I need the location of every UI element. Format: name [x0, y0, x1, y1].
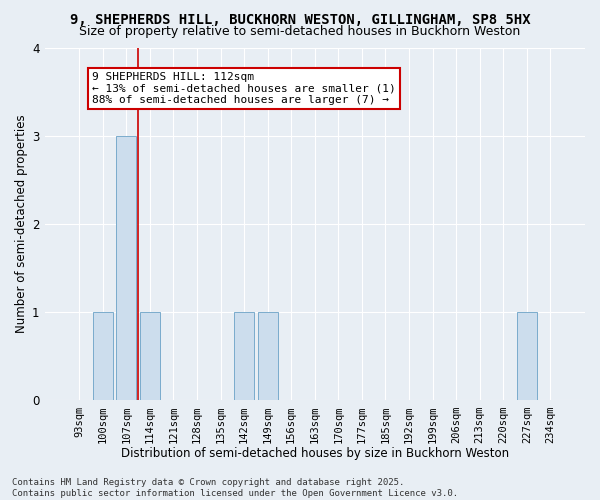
Bar [257, 312, 278, 400]
Text: Size of property relative to semi-detached houses in Buckhorn Weston: Size of property relative to semi-detach… [79, 25, 521, 38]
X-axis label: Distribution of semi-detached houses by size in Buckhorn Weston: Distribution of semi-detached houses by … [121, 447, 509, 460]
Bar [140, 312, 160, 400]
Bar [234, 312, 254, 400]
Text: Contains HM Land Registry data © Crown copyright and database right 2025.
Contai: Contains HM Land Registry data © Crown c… [12, 478, 458, 498]
Y-axis label: Number of semi-detached properties: Number of semi-detached properties [15, 114, 28, 334]
Bar [116, 136, 136, 400]
Bar [92, 312, 113, 400]
Bar [517, 312, 537, 400]
Text: 9, SHEPHERDS HILL, BUCKHORN WESTON, GILLINGHAM, SP8 5HX: 9, SHEPHERDS HILL, BUCKHORN WESTON, GILL… [70, 12, 530, 26]
Text: 9 SHEPHERDS HILL: 112sqm
← 13% of semi-detached houses are smaller (1)
88% of se: 9 SHEPHERDS HILL: 112sqm ← 13% of semi-d… [92, 72, 396, 106]
